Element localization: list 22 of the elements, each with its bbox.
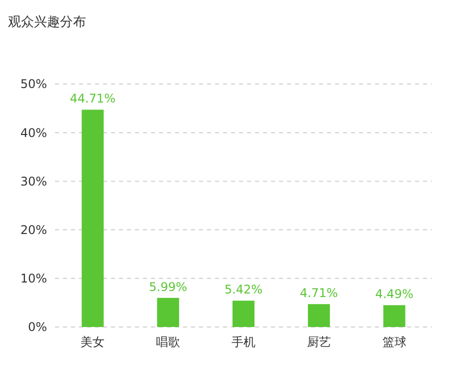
data-label: 4.49% bbox=[375, 287, 414, 302]
bar bbox=[157, 298, 180, 327]
data-label: 5.99% bbox=[149, 280, 188, 294]
bar bbox=[308, 304, 330, 327]
data-label: 5.42% bbox=[224, 282, 263, 297]
y-tick-label: 10% bbox=[20, 272, 47, 286]
y-tick-label: 50% bbox=[20, 77, 47, 92]
y-tick-label: 0% bbox=[28, 320, 47, 334]
x-tick-label: 手机 bbox=[232, 335, 256, 349]
x-tick-label: 美女 bbox=[80, 335, 105, 349]
data-label: 44.71% bbox=[70, 92, 116, 106]
x-tick-label: 厨艺 bbox=[306, 335, 331, 349]
chart-title: 观众兴趣分布 bbox=[8, 15, 86, 30]
x-tick-label: 唱歌 bbox=[156, 335, 180, 349]
x-tick-label: 篮球 bbox=[382, 335, 406, 349]
y-tick-label: 40% bbox=[20, 126, 47, 140]
bar bbox=[232, 300, 254, 327]
bar bbox=[82, 110, 104, 327]
y-tick-label: 20% bbox=[20, 223, 47, 237]
bar bbox=[383, 305, 406, 327]
y-tick-label: 30% bbox=[20, 174, 47, 188]
data-label: 4.71% bbox=[300, 286, 338, 300]
